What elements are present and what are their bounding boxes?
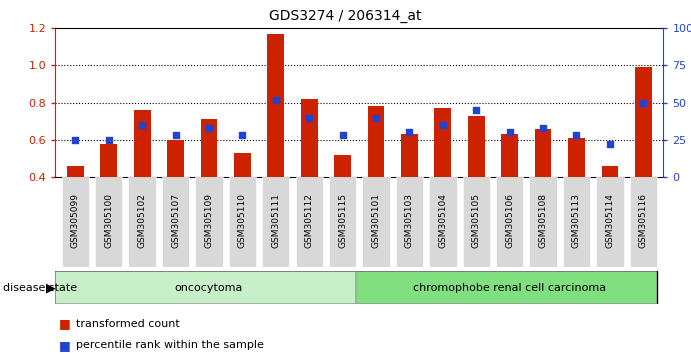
Text: GSM305105: GSM305105 bbox=[472, 193, 481, 248]
Bar bbox=[267, 34, 284, 177]
Point bbox=[404, 130, 415, 135]
Bar bbox=[100, 144, 117, 177]
FancyBboxPatch shape bbox=[55, 272, 356, 304]
Point bbox=[504, 130, 515, 135]
Text: GSM305109: GSM305109 bbox=[205, 193, 214, 248]
Text: GSM305103: GSM305103 bbox=[405, 193, 414, 248]
FancyBboxPatch shape bbox=[129, 177, 156, 267]
Point bbox=[437, 122, 448, 128]
Text: GSM305101: GSM305101 bbox=[372, 193, 381, 248]
Point bbox=[471, 107, 482, 113]
Bar bbox=[435, 108, 451, 177]
Text: oncocytoma: oncocytoma bbox=[175, 282, 243, 293]
Text: ■: ■ bbox=[59, 318, 70, 330]
Bar bbox=[200, 119, 218, 177]
Point bbox=[103, 137, 114, 143]
FancyBboxPatch shape bbox=[262, 177, 290, 267]
Bar bbox=[401, 134, 418, 177]
Point bbox=[638, 100, 649, 105]
Bar bbox=[501, 134, 518, 177]
Text: GSM305099: GSM305099 bbox=[70, 193, 80, 248]
Bar bbox=[635, 67, 652, 177]
Text: GSM305108: GSM305108 bbox=[538, 193, 547, 248]
Text: GSM305113: GSM305113 bbox=[572, 193, 581, 248]
Point bbox=[137, 122, 148, 128]
FancyBboxPatch shape bbox=[362, 177, 390, 267]
Bar bbox=[568, 138, 585, 177]
FancyBboxPatch shape bbox=[61, 177, 89, 267]
Point bbox=[605, 142, 616, 147]
Point bbox=[303, 115, 314, 120]
Text: GSM305106: GSM305106 bbox=[505, 193, 514, 248]
FancyBboxPatch shape bbox=[196, 177, 223, 267]
Point bbox=[270, 97, 281, 103]
FancyBboxPatch shape bbox=[462, 177, 490, 267]
FancyBboxPatch shape bbox=[396, 177, 423, 267]
Bar bbox=[535, 129, 551, 177]
Bar bbox=[468, 116, 484, 177]
FancyBboxPatch shape bbox=[596, 177, 623, 267]
Text: GSM305115: GSM305115 bbox=[338, 193, 347, 248]
FancyBboxPatch shape bbox=[162, 177, 189, 267]
Text: ■: ■ bbox=[59, 339, 70, 352]
Point bbox=[337, 132, 348, 138]
FancyBboxPatch shape bbox=[529, 177, 557, 267]
Point bbox=[203, 125, 214, 131]
Text: GSM305104: GSM305104 bbox=[438, 193, 447, 248]
Text: GSM305100: GSM305100 bbox=[104, 193, 113, 248]
Point bbox=[571, 132, 582, 138]
Bar bbox=[602, 166, 618, 177]
FancyBboxPatch shape bbox=[229, 177, 256, 267]
FancyBboxPatch shape bbox=[356, 272, 656, 304]
FancyBboxPatch shape bbox=[630, 177, 657, 267]
Text: GSM305111: GSM305111 bbox=[272, 193, 281, 248]
Point bbox=[70, 137, 81, 143]
Bar bbox=[368, 106, 384, 177]
Bar bbox=[134, 110, 151, 177]
FancyBboxPatch shape bbox=[429, 177, 457, 267]
Point bbox=[170, 132, 181, 138]
Text: GDS3274 / 206314_at: GDS3274 / 206314_at bbox=[269, 9, 422, 23]
FancyBboxPatch shape bbox=[562, 177, 590, 267]
Point bbox=[370, 115, 381, 120]
Text: GSM305110: GSM305110 bbox=[238, 193, 247, 248]
FancyBboxPatch shape bbox=[329, 177, 357, 267]
Text: GSM305107: GSM305107 bbox=[171, 193, 180, 248]
Bar bbox=[301, 99, 318, 177]
FancyBboxPatch shape bbox=[95, 177, 122, 267]
Text: GSM305116: GSM305116 bbox=[638, 193, 648, 248]
Text: transformed count: transformed count bbox=[76, 319, 180, 329]
Bar bbox=[67, 166, 84, 177]
Point bbox=[237, 132, 248, 138]
Text: GSM305102: GSM305102 bbox=[138, 193, 146, 248]
Bar bbox=[234, 153, 251, 177]
Text: disease state: disease state bbox=[3, 282, 77, 293]
Bar bbox=[334, 155, 351, 177]
FancyBboxPatch shape bbox=[296, 177, 323, 267]
FancyBboxPatch shape bbox=[496, 177, 523, 267]
Text: percentile rank within the sample: percentile rank within the sample bbox=[76, 340, 264, 350]
Text: GSM305114: GSM305114 bbox=[605, 193, 614, 248]
Text: GSM305112: GSM305112 bbox=[305, 193, 314, 248]
Text: ▶: ▶ bbox=[46, 281, 56, 294]
Bar bbox=[167, 140, 184, 177]
Point bbox=[538, 125, 549, 131]
Text: chromophobe renal cell carcinoma: chromophobe renal cell carcinoma bbox=[413, 282, 606, 293]
